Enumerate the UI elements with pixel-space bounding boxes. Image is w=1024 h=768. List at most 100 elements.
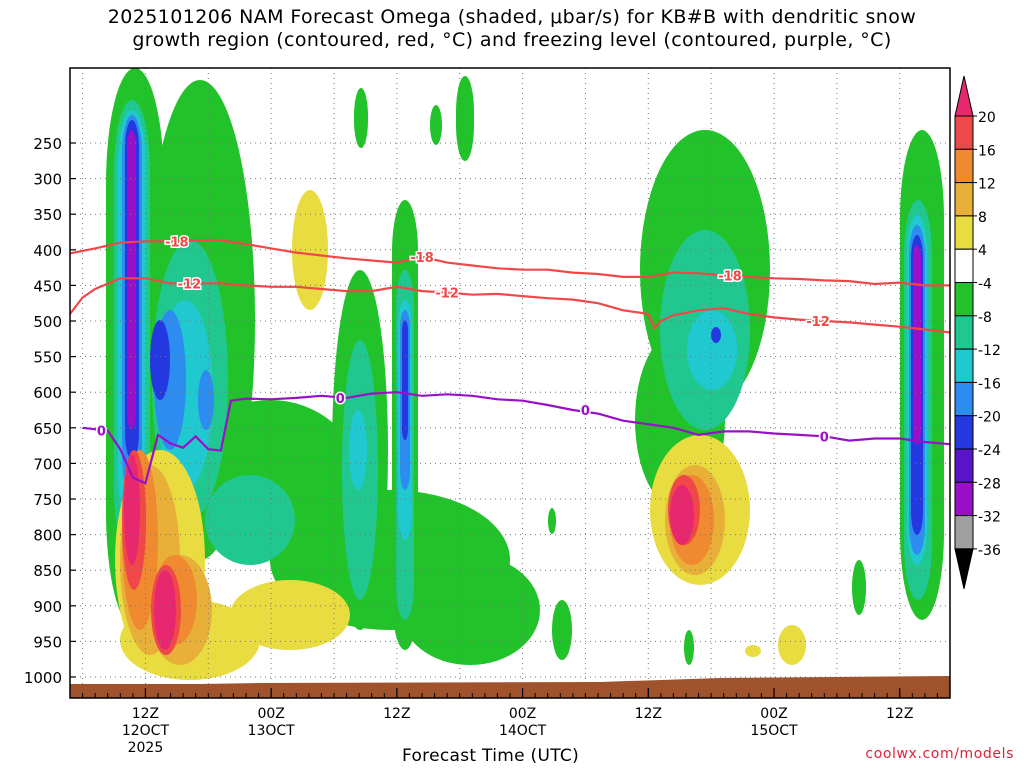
omega-shading (106, 68, 944, 680)
omega-yellow-7 (745, 645, 761, 657)
colorbar-label-12: -32 (978, 510, 1001, 526)
contour-label-dendritic_-12-2: -12 (806, 315, 830, 330)
xtick-label-10-1: 00Z (257, 706, 284, 722)
credit-link[interactable]: coolwx.com/models (865, 746, 1014, 762)
colorbar-swatch-4 (954, 215, 974, 250)
xtick-label-40-1: 12Z (635, 706, 662, 722)
colorbar-swatch-10 (954, 415, 974, 450)
omega-green-9 (430, 105, 442, 145)
colorbar-cap-bottom (954, 548, 974, 590)
omega-pink-2 (154, 570, 176, 650)
colorbar-label-11: -28 (978, 476, 1001, 492)
ytick-label-350: 350 (33, 206, 62, 224)
ytick-label-950: 950 (33, 633, 62, 651)
colorbar-label-10: -24 (978, 443, 1001, 459)
title-line-2: growth region (contoured, red, °C) and f… (132, 29, 892, 51)
colorbar-swatch-7 (954, 315, 974, 350)
contour-freezing_0 (82, 391, 950, 485)
contour-label-dendritic_-12-0: -12 (178, 277, 202, 292)
colorbar-label-0: 20 (978, 110, 996, 126)
contour-label-dendritic_-18-0: -18 (165, 235, 189, 250)
ytick-label-650: 650 (33, 420, 62, 438)
ytick-label-700: 700 (33, 455, 62, 473)
colorbar-swatch-3 (954, 182, 974, 217)
ytick-label-500: 500 (33, 313, 62, 331)
grid-lines (70, 68, 950, 698)
xtick-label-0-3: 2025 (128, 740, 164, 756)
xtick-label-0-1: 12Z (132, 706, 159, 722)
ytick-label-750: 750 (33, 491, 62, 509)
colorbar-label-6: -8 (978, 310, 992, 326)
omega-purple-1 (127, 130, 136, 430)
xtick-label-50-2: 15OCT (750, 723, 798, 739)
title-line-1: 2025101206 NAM Forecast Omega (shaded, μ… (107, 6, 917, 28)
ytick-label-800: 800 (33, 527, 62, 545)
omega-dblue-2 (150, 320, 170, 400)
omega-cyan-4 (349, 410, 367, 490)
colorbar-label-8: -16 (978, 376, 1001, 392)
colorbar-label-13: -36 (978, 543, 1001, 559)
terrain-surface (70, 676, 950, 698)
contour-label-freezing_0-0: 0 (97, 425, 106, 440)
terrain-band (70, 676, 950, 698)
contour-label-freezing_0-3: 0 (820, 430, 829, 445)
xtick-label-50-1: 00Z (760, 706, 787, 722)
colorbar-swatch-8 (954, 348, 974, 383)
omega-green-14 (552, 600, 572, 660)
omega-green-15 (852, 560, 866, 615)
omega-teal-3 (205, 475, 295, 565)
ytick-label-900: 900 (33, 598, 62, 616)
contour-dendritic_-12 (70, 277, 950, 334)
ytick-label-400: 400 (33, 242, 62, 260)
xtick-label-20-1: 12Z (383, 706, 410, 722)
y-axis: 250 300 350 400 450 500 550 600 650 700 750 800 850 9… (24, 135, 76, 687)
omega-green-8 (456, 76, 474, 161)
ytick-label-300: 300 (33, 171, 62, 189)
colorbar: 20 16 12 8 4 -4 -8 -12 -16 -20 -24 -28 -32 -36 (954, 75, 1001, 590)
contour-dendritic_-18 (70, 239, 950, 287)
colorbar-label-3: 8 (978, 210, 987, 226)
omega-green-16 (684, 630, 694, 665)
ytick-label-250: 250 (33, 135, 62, 153)
chart-title: 2025101206 NAM Forecast Omega (shaded, μ… (0, 6, 1024, 52)
colorbar-swatch-9 (954, 381, 974, 417)
contour-label-freezing_0-1: 0 (336, 392, 345, 407)
contour-label-dendritic_-12-1: -12 (435, 287, 459, 302)
colorbar-swatch-12 (954, 481, 974, 517)
omega-blue-3 (198, 370, 214, 430)
ytick-label-600: 600 (33, 384, 62, 402)
colorbar-swatch-5 (954, 248, 974, 283)
x-axis-label: Forecast Time (UTC) (402, 746, 580, 766)
ytick-label-550: 550 (33, 349, 62, 367)
colorbar-label-1: 16 (978, 143, 996, 159)
omega-yellow-3 (230, 580, 350, 650)
omega-yellow-6 (778, 625, 806, 665)
colorbar-label-4: 4 (978, 243, 987, 259)
omega-dblue-3 (402, 320, 408, 440)
omega-green-17 (548, 508, 556, 534)
omega-purple-2 (913, 245, 921, 445)
xtick-label-0-2: 12OCT (122, 723, 170, 739)
contour-lines: -18 -18 -18 -12 -12 -12 0 0 0 0 (70, 234, 950, 485)
colorbar-label-7: -12 (978, 343, 1001, 359)
ytick-label-1000: 1000 (24, 669, 62, 687)
colorbar-label-2: 12 (978, 177, 996, 193)
xtick-label-30-1: 00Z (509, 706, 536, 722)
contour-label-dendritic_-18-2: -18 (718, 269, 742, 284)
colorbar-label-5: -4 (978, 277, 992, 293)
contour-label-freezing_0-2: 0 (581, 404, 590, 419)
colorbar-swatch-1 (954, 115, 974, 150)
omega-indigo-1 (711, 327, 721, 343)
omega-green-5 (400, 555, 540, 665)
colorbar-cap-top (954, 75, 974, 117)
omega-green-10 (354, 88, 368, 148)
ytick-label-850: 850 (33, 562, 62, 580)
ytick-label-450: 450 (33, 277, 62, 295)
xtick-label-60-1: 12Z (886, 706, 913, 722)
xtick-label-10-2: 13OCT (248, 723, 296, 739)
colorbar-swatch-13 (954, 515, 974, 550)
colorbar-swatch-2 (954, 148, 974, 184)
colorbar-swatch-11 (954, 448, 974, 483)
